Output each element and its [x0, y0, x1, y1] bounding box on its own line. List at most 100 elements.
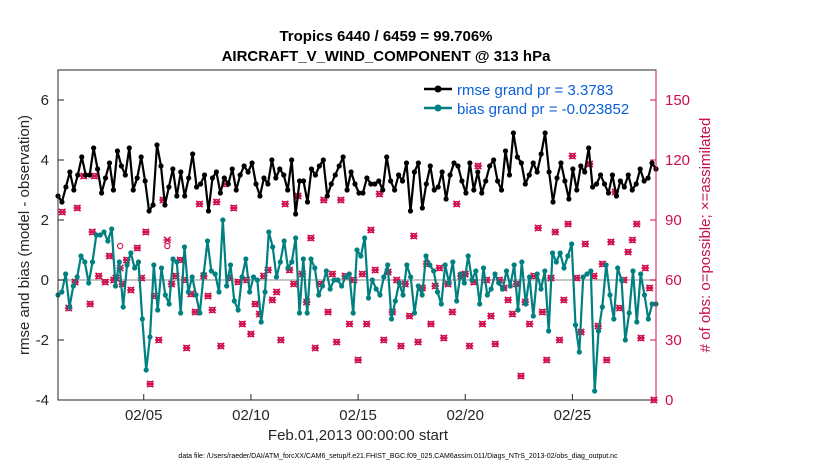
rmse-series-point [83, 172, 89, 178]
obs-assimilated-point [555, 336, 564, 344]
obs-assimilated-point [127, 286, 135, 294]
bias-series-point [308, 256, 314, 262]
obs-assimilated-point [448, 308, 457, 316]
bias-series-point [523, 301, 529, 307]
rmse-series-point [194, 184, 200, 190]
rmse-series-point [605, 190, 612, 196]
bias-series-point [484, 292, 490, 298]
obs-assimilated-point [379, 336, 388, 344]
bias-series-point [112, 283, 119, 289]
rmse-series-point [566, 196, 572, 202]
bias-series-point [469, 277, 475, 283]
bias-series-point [599, 304, 605, 310]
legend-bias-label: bias grand pr = -0.023852 [457, 101, 629, 118]
rmse-series-point [142, 178, 148, 184]
rmse-series-point [530, 160, 536, 166]
legend-rmse-marker [434, 85, 442, 93]
rmse-series-point [431, 187, 437, 193]
rmse-series-point [554, 175, 560, 181]
rmse-series-point [237, 172, 243, 178]
rmse-series-point [126, 145, 132, 151]
obs-assimilated-point [439, 334, 448, 342]
bias-series-point [151, 262, 157, 268]
bias-series-point [93, 232, 99, 238]
bias-series-point [120, 304, 126, 310]
rmse-series-point [312, 172, 319, 178]
rmse-series-point [372, 181, 378, 187]
obs-assimilated-point [602, 356, 611, 364]
rmse-series-point [269, 157, 275, 163]
bias-series-point [557, 250, 563, 256]
rmse-series-point [273, 175, 279, 181]
bias-series-point [143, 367, 149, 373]
rmse-series-point [491, 157, 497, 163]
obs-assimilated-point [525, 320, 534, 328]
rmse-series-point [514, 154, 520, 160]
legend-background [420, 78, 648, 122]
obs-assimilated-point [208, 306, 217, 314]
rmse-series-point [617, 178, 623, 184]
y-left-tick-label: 0 [41, 272, 49, 289]
bias-series-point [503, 268, 510, 274]
bias-series-point [404, 262, 410, 268]
bias-series-point [365, 295, 372, 301]
rmse-series-point [506, 172, 513, 178]
bias-series-point [296, 310, 303, 316]
bias-series-point [595, 328, 602, 334]
rmse-series-point [340, 154, 346, 160]
bias-series-point [178, 310, 184, 316]
rmse-series-point [332, 172, 338, 178]
rmse-series-point [281, 172, 287, 178]
rmse-series-point [87, 172, 93, 178]
rmse-series-point [447, 172, 453, 178]
rmse-series-point [316, 163, 322, 169]
obs-assimilated-point [58, 208, 67, 216]
obs-assimilated-point [277, 336, 285, 344]
rmse-series-point [170, 166, 176, 172]
rmse-series-point [633, 181, 639, 187]
obs-assimilated-point [628, 236, 637, 244]
rmse-series-point [435, 184, 441, 190]
bias-series-point [488, 286, 494, 292]
bias-series-point [607, 292, 613, 298]
obs-assimilated-point [204, 292, 212, 300]
bias-series-point [649, 301, 655, 307]
obs-assimilated-point [624, 248, 632, 256]
rmse-series-point [498, 187, 505, 193]
bias-series-point [243, 256, 249, 262]
bias-series-point [59, 289, 65, 295]
rmse-series-point [320, 157, 326, 163]
rmse-series-point [479, 190, 485, 196]
obs-assimilated-point [281, 200, 290, 208]
bias-series-point [181, 244, 188, 250]
bias-series-point [534, 271, 540, 277]
bias-series-point [135, 259, 142, 265]
rmse-series-point [510, 130, 517, 136]
obs-assimilated-point [247, 330, 255, 338]
rmse-series-point [423, 181, 429, 187]
rmse-series-point [249, 160, 255, 166]
rmse-series-point [411, 169, 418, 175]
bias-series-point [565, 253, 571, 259]
legend: rmse grand pr = 3.3783 bias grand pr = -… [420, 78, 648, 122]
rmse-series-point [483, 178, 489, 184]
obs-assimilated-point [354, 356, 362, 364]
rmse-series-point [122, 172, 128, 178]
obs-assimilated-point [362, 320, 371, 328]
obs-assimilated-point [551, 228, 560, 236]
obs-assimilated-point [405, 312, 414, 320]
y-right-tick-label: 120 [665, 152, 690, 169]
rmse-series-point [110, 187, 117, 193]
rmse-series-point [380, 187, 386, 193]
rmse-series-point [582, 169, 588, 175]
bias-series-point [630, 268, 636, 274]
rmse-series-point [388, 178, 394, 184]
chart-title-line1: Tropics 6440 / 6459 = 99.706% [279, 28, 492, 45]
bias-series-point [569, 241, 575, 247]
bias-series-point [411, 310, 418, 316]
obs-assimilated-point [337, 196, 345, 204]
bias-series-point [174, 259, 180, 265]
bias-series-point [496, 280, 502, 286]
obs-possible-point [164, 242, 171, 250]
obs-assimilated-point [615, 304, 624, 312]
